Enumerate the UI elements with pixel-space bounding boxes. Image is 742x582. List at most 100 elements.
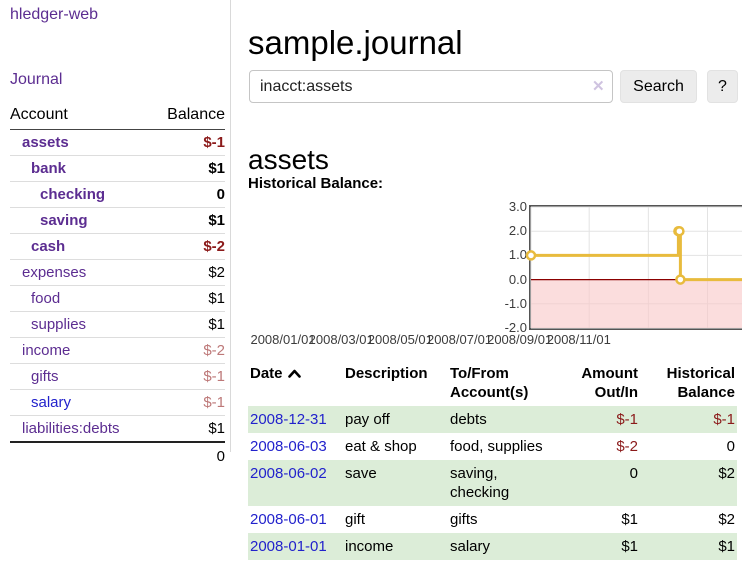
account-balance: $1 bbox=[208, 160, 225, 177]
y-tick-label: 0.0 bbox=[508, 271, 527, 287]
account-link[interactable]: food bbox=[31, 290, 61, 307]
register-column-header: Amount Out/In bbox=[578, 362, 640, 406]
account-column-header: Account bbox=[10, 106, 68, 123]
account-balance: $1 bbox=[208, 316, 225, 333]
register-date-link[interactable]: 2008-06-01 bbox=[250, 511, 327, 528]
register-row: 2008-01-01 income salary $1 $1 bbox=[248, 533, 737, 560]
account-link[interactable]: saving bbox=[40, 212, 88, 229]
account-row: food $1 bbox=[10, 286, 225, 312]
account-balance: $2 bbox=[208, 264, 225, 281]
register-header-row: Date Description To/From Account(s) Amount Ou… bbox=[248, 362, 737, 406]
balance-column-header: Balance bbox=[167, 106, 225, 123]
register-date-link[interactable]: 2008-12-31 bbox=[250, 411, 327, 428]
register-description-cell: save bbox=[345, 465, 377, 482]
chevron-up-icon[interactable] bbox=[287, 369, 301, 378]
y-tick-label: 1.0 bbox=[508, 247, 527, 263]
account-link[interactable]: checking bbox=[40, 186, 106, 203]
column-header-label: Account(s) bbox=[450, 384, 529, 401]
chart-title: Historical Balance: bbox=[248, 175, 384, 192]
clear-search-icon[interactable]: ✕ bbox=[592, 78, 605, 95]
register-description-cell: pay off bbox=[345, 411, 390, 428]
account-balance: $-2 bbox=[203, 342, 225, 359]
column-header-label: Amount bbox=[581, 365, 638, 382]
sidebar-item-journal[interactable]: Journal bbox=[10, 71, 63, 88]
account-row: cash $-2 bbox=[10, 234, 225, 260]
account-link[interactable]: supplies bbox=[31, 316, 87, 333]
historical-balance-chart bbox=[525, 205, 742, 330]
account-link[interactable]: bank bbox=[31, 160, 67, 177]
register-column-header: Description bbox=[343, 362, 448, 406]
register-tofrom-cell: saving, checking bbox=[450, 465, 510, 501]
register-amount-cell: $1 bbox=[621, 538, 638, 555]
register-balance-cell: $2 bbox=[718, 511, 735, 528]
account-row: assets $-1 bbox=[10, 130, 225, 156]
account-link[interactable]: salary bbox=[31, 394, 72, 411]
register-date-cell: 2008-06-01 bbox=[248, 506, 343, 533]
search-button[interactable]: Search bbox=[620, 70, 697, 103]
account-link[interactable]: liabilities:debts bbox=[22, 420, 120, 437]
register-amount-cell: $-1 bbox=[616, 411, 638, 428]
account-link[interactable]: expenses bbox=[22, 264, 87, 281]
register-column-header: Historical Balance bbox=[640, 362, 737, 406]
register-balance-cell: $-1 bbox=[713, 411, 735, 428]
account-row: expenses $2 bbox=[10, 260, 225, 286]
register-table: Date Description To/From Account(s) Amount Ou… bbox=[248, 362, 737, 560]
register-row: 2008-12-31 pay off debts $-1 $-1 bbox=[248, 406, 737, 433]
accounts-table-header: Account Balance bbox=[10, 104, 225, 130]
column-header-label: Balance bbox=[677, 384, 735, 401]
column-header-label: Date bbox=[250, 364, 341, 383]
accounts-total-balance: 0 bbox=[216, 448, 225, 465]
account-row: salary $-1 bbox=[10, 390, 225, 416]
y-tick-label: -1.0 bbox=[504, 295, 527, 311]
data-point-marker bbox=[525, 250, 537, 261]
search-input[interactable] bbox=[249, 70, 613, 103]
account-row: saving $1 bbox=[10, 208, 225, 234]
account-row: income $-2 bbox=[10, 338, 225, 364]
column-header-label: Description bbox=[345, 365, 428, 382]
register-date-cell: 2008-06-02 bbox=[248, 460, 343, 506]
register-date-link[interactable]: 2008-06-03 bbox=[250, 438, 327, 455]
account-row: liabilities:debts $1 bbox=[10, 416, 225, 442]
account-balance: $1 bbox=[208, 290, 225, 307]
x-tick-label: 2008/03/01 bbox=[308, 332, 374, 347]
accounts-table: Account Balance assets $-1 bank $1 checking 0… bbox=[10, 104, 225, 469]
register-description-cell: income bbox=[345, 538, 394, 555]
register-row: 2008-06-01 gift gifts $1 $2 bbox=[248, 506, 737, 533]
column-header-label: Historical bbox=[666, 365, 735, 382]
account-balance: $1 bbox=[208, 212, 225, 229]
account-balance: 0 bbox=[216, 186, 225, 203]
account-balance: $-1 bbox=[203, 134, 225, 151]
register-date-cell: 2008-12-31 bbox=[248, 406, 343, 433]
register-date-cell: 2008-01-01 bbox=[248, 533, 343, 560]
account-link[interactable]: cash bbox=[31, 238, 66, 255]
register-row: 2008-06-03 eat & shop food, supplies $-2 0 bbox=[248, 433, 737, 460]
negative-region bbox=[531, 279, 742, 328]
chart-canvas bbox=[525, 206, 742, 329]
account-link[interactable]: gifts bbox=[31, 368, 59, 385]
account-balance: $-1 bbox=[203, 394, 225, 411]
sidebar: hledger-web Journal Account Balance asse… bbox=[0, 0, 231, 465]
register-column-header: To/From Account(s) bbox=[448, 362, 578, 406]
register-date-link[interactable]: 2008-01-01 bbox=[250, 538, 327, 555]
column-header-label: Out/In bbox=[594, 384, 638, 401]
register-amount-cell: 0 bbox=[629, 465, 638, 482]
account-balance: $1 bbox=[208, 420, 225, 437]
register-balance-cell: $1 bbox=[718, 538, 735, 555]
register-date-link[interactable]: 2008-06-02 bbox=[250, 465, 327, 482]
help-button[interactable]: ? bbox=[707, 70, 738, 103]
x-tick-label: 2008/07/01 bbox=[426, 332, 493, 347]
account-balance: $-1 bbox=[203, 368, 225, 385]
register-row: 2008-06-02 save saving, checking 0 $2 bbox=[248, 460, 737, 506]
account-heading: assets bbox=[248, 144, 329, 176]
account-link[interactable]: assets bbox=[22, 134, 69, 151]
register-amount-cell: $1 bbox=[621, 511, 638, 528]
app-brand-link[interactable]: hledger-web bbox=[10, 6, 99, 23]
x-tick-label: 2008/09/01 bbox=[487, 332, 553, 347]
x-tick-label: 2008/05/01 bbox=[367, 332, 433, 347]
register-description-cell: gift bbox=[345, 511, 366, 528]
register-column-header[interactable]: Date bbox=[248, 362, 343, 406]
account-row: bank $1 bbox=[10, 156, 225, 182]
account-link[interactable]: income bbox=[22, 342, 71, 359]
x-tick-label: 2008/01/01 bbox=[250, 332, 316, 347]
register-description-cell: eat & shop bbox=[345, 438, 417, 455]
